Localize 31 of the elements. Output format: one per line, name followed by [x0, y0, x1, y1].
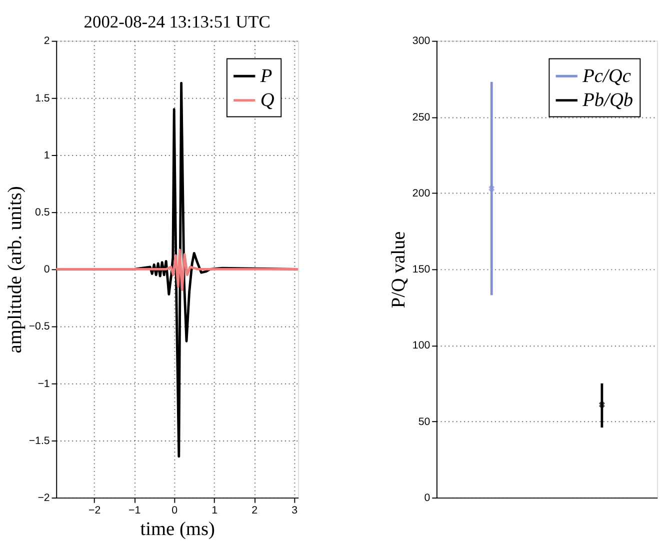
y-tick-label: 0.5: [35, 206, 50, 218]
y-tick-label: 0: [44, 264, 50, 276]
y-tick-label: −1: [38, 378, 50, 390]
y-tick-label: 250: [412, 111, 430, 124]
y-tick-label: 50: [418, 416, 430, 428]
y-tick-label: 300: [412, 35, 430, 48]
y-tick-label: 2: [44, 35, 50, 48]
line-series: [56, 248, 298, 291]
y-tick-label: 1: [44, 149, 50, 162]
x-tick-label: 1: [212, 504, 218, 517]
y-axis-title: amplitude (arb. units): [5, 186, 26, 354]
legend-label: P: [259, 66, 272, 87]
x-tick-label: 0: [172, 504, 178, 517]
y-tick-label: 100: [412, 340, 430, 352]
y-tick-label: 1.5: [35, 92, 50, 104]
y-axis-title: P/Q value: [388, 231, 410, 308]
x-tick-label: 2: [252, 504, 258, 517]
legend-label: Q: [260, 90, 274, 112]
x-axis-title: time (ms): [140, 518, 215, 540]
y-tick-label: 0: [424, 492, 430, 504]
y-tick-label: 200: [412, 187, 430, 200]
y-tick-label: −2: [38, 492, 50, 504]
chart-title: 2002-08-24 13:13:51 UTC: [84, 11, 270, 32]
y-tick-label: −1.5: [28, 434, 50, 447]
x-tick-label: 3: [292, 504, 298, 517]
legend-label: Pc/Qc: [582, 66, 632, 87]
legend-label: Pb/Qb: [582, 90, 634, 112]
x-tick-label: −1: [128, 504, 141, 517]
x-tick-label: −2: [88, 504, 101, 517]
y-tick-label: 150: [412, 264, 430, 276]
y-tick-label: −0.5: [28, 320, 50, 333]
